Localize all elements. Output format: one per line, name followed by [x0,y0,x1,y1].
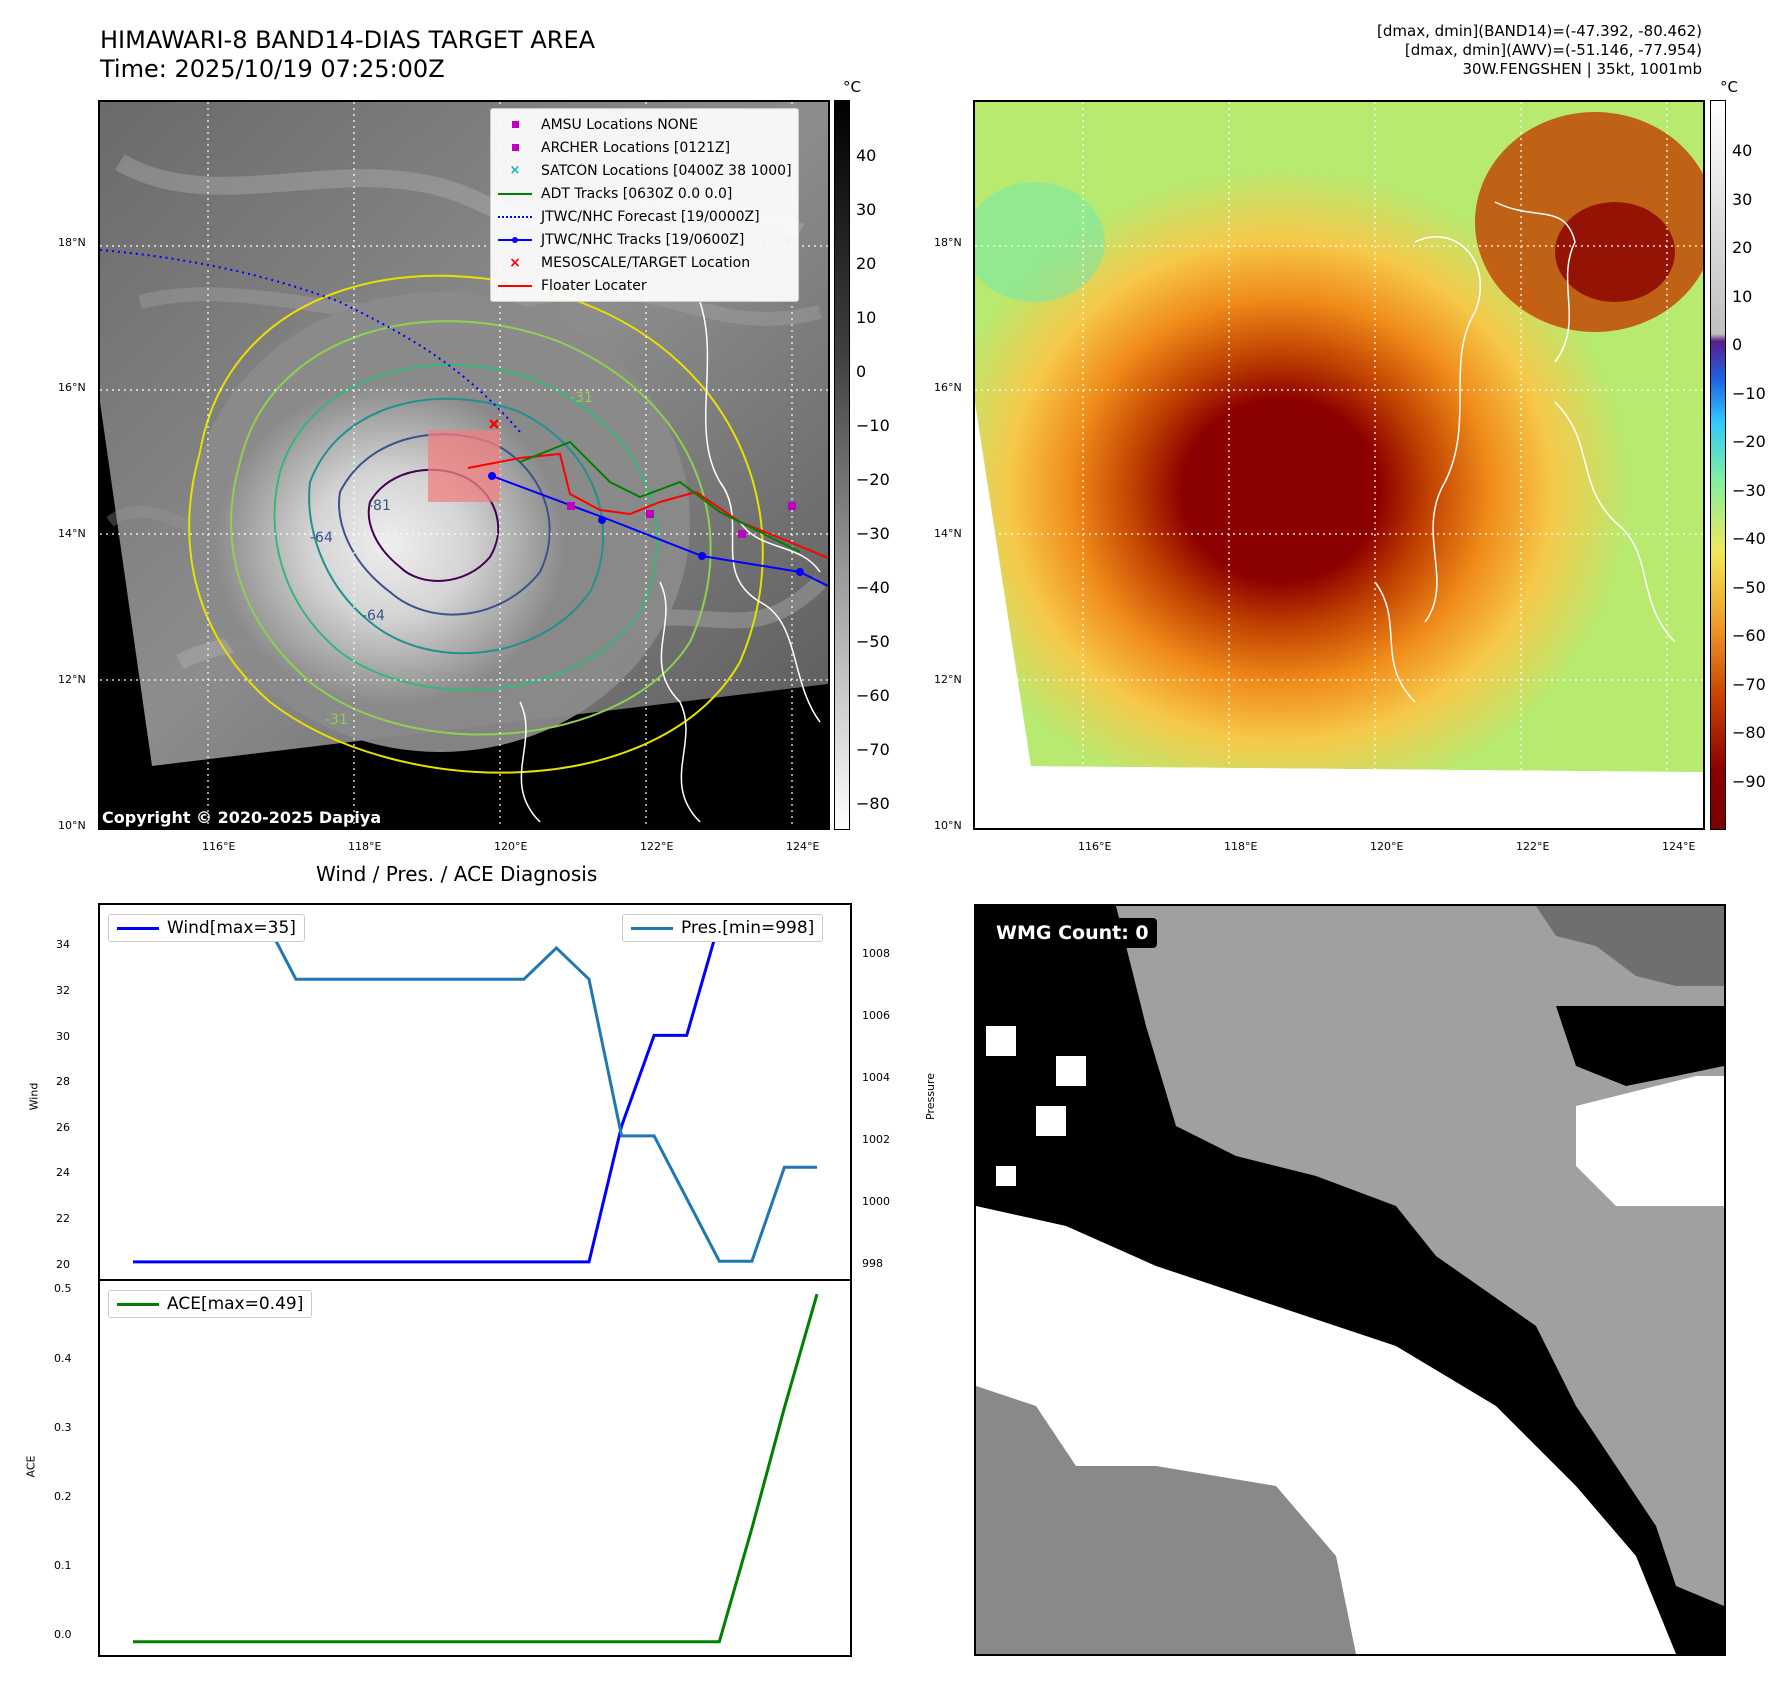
wind-tick: 24 [56,1166,70,1179]
wind-tick: 26 [56,1121,70,1134]
ace-tick: 0.4 [54,1352,72,1365]
ace-tick: 0.1 [54,1559,72,1572]
wind-legend-label: Wind[max=35] [167,918,296,938]
wind-pres-axes [99,904,851,1280]
pressure-series-line [133,917,817,1262]
wind-pres-marks [133,917,817,1262]
ace-marks [133,1294,817,1642]
ace-legend: ACE[max=0.49] [108,1290,312,1318]
ace-tick: 0.2 [54,1490,72,1503]
wmg-panel [974,904,1726,1656]
wind-tick: 34 [56,938,70,951]
pres-tick: 1008 [862,947,890,960]
pressure-legend-label: Pres.[min=998] [681,918,814,938]
ace-tick: 0.3 [54,1421,72,1434]
pres-tick: 1006 [862,1009,890,1022]
pres-tick: 1002 [862,1133,890,1146]
wmg-mask [976,906,1724,1654]
wmg-count-badge: WMG Count: 0 [988,918,1157,948]
wind-legend: Wind[max=35] [108,914,305,942]
pres-tick: 998 [862,1257,883,1270]
wind-tick: 20 [56,1258,70,1271]
ace-tick: 0.5 [54,1282,72,1295]
ace-axis-label: ACE [24,1456,37,1478]
wind-tick: 30 [56,1030,70,1043]
pressure-legend: Pres.[min=998] [622,914,823,942]
ace-legend-label: ACE[max=0.49] [167,1294,303,1314]
pres-tick: 1000 [862,1195,890,1208]
pres-tick: 1004 [862,1071,890,1084]
pressure-axis-label: Pressure [924,1073,937,1120]
wind-tick: 32 [56,984,70,997]
ace-tick: 0.0 [54,1628,72,1641]
ace-series-line [133,1294,817,1642]
wind-tick: 28 [56,1075,70,1088]
wind-axis-label: Wind [27,1083,40,1111]
wind-series-line [133,922,817,1262]
ace-axes [99,1280,851,1656]
wind-tick: 22 [56,1212,70,1225]
